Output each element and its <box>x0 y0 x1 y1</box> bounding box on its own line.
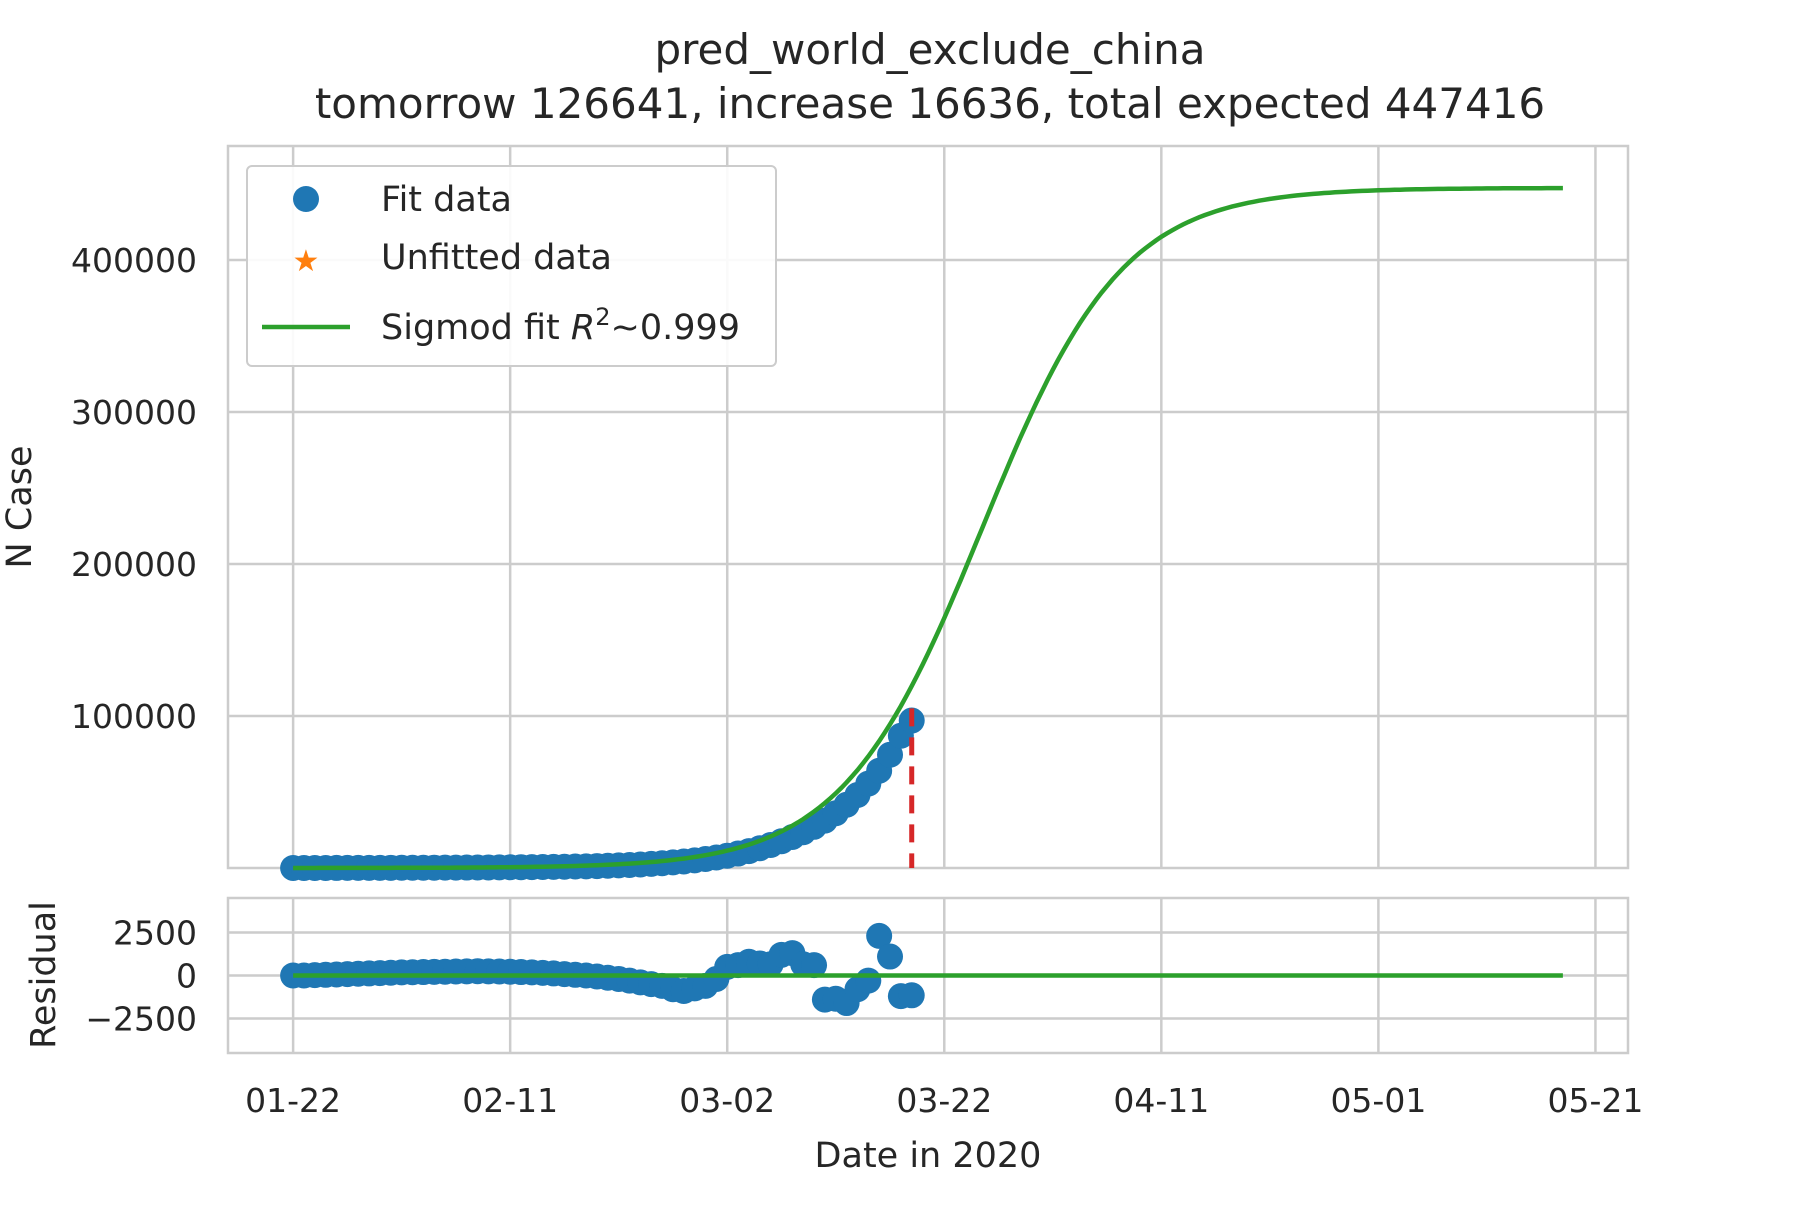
x-tick-label: 05-21 <box>1547 1081 1643 1120</box>
residual-point <box>866 922 893 949</box>
x-tick-label: 03-02 <box>679 1081 775 1120</box>
residual-point <box>855 967 882 994</box>
main-panel-frame <box>226 144 1630 870</box>
x-tick-label: 02-11 <box>462 1081 558 1120</box>
main-y-tick-labels: 100000 200000 300000 400000 <box>71 241 197 736</box>
sigmoid-fit-line <box>293 185 1563 871</box>
residual-panel-marks <box>280 922 1563 1017</box>
residual-point <box>877 943 904 970</box>
residual-y-tick-label: 2500 <box>113 913 197 952</box>
main-y-tick-label: 200000 <box>71 545 197 584</box>
x-tick-labels: 01-22 02-11 03-02 03-22 04-11 05-01 05-21 <box>245 1081 1643 1120</box>
x-tick-label: 03-22 <box>896 1081 992 1120</box>
chart-title: pred_world_exclude_china <box>655 25 1206 74</box>
x-tick-label: 04-11 <box>1113 1081 1209 1120</box>
legend-marker-unfitted-data: ★ <box>293 244 320 279</box>
fit-data-point <box>877 741 904 768</box>
legend-marker-fit-data <box>293 186 319 212</box>
legend-box <box>246 165 777 367</box>
chart-subtitle: tomorrow 126641, increase 16636, total e… <box>315 79 1545 128</box>
residual-point <box>801 952 828 979</box>
residual-y-tick-label: 0 <box>176 957 197 996</box>
x-tick-label: 01-22 <box>245 1081 341 1120</box>
main-panel-marks <box>280 185 1563 881</box>
residual-point <box>898 982 925 1009</box>
y-axis-label-residual: Residual <box>24 901 64 1049</box>
legend-label-fit-data: Fit data <box>381 180 512 220</box>
residual-panel-frame <box>226 896 1630 1055</box>
residual-y-tick-label: −2500 <box>85 1000 197 1039</box>
main-y-tick-label: 400000 <box>71 241 197 280</box>
y-axis-label-main: N Case <box>0 446 40 569</box>
legend-label-sigmoid-fit: Sigmod fit R2~0.999 <box>381 303 740 348</box>
main-y-tick-label: 100000 <box>71 697 197 736</box>
main-y-tick-label: 300000 <box>71 393 197 432</box>
x-tick-label: 05-01 <box>1330 1081 1426 1120</box>
legend-label-unfitted-data: Unfitted data <box>381 238 612 278</box>
x-axis-label: Date in 2020 <box>815 1136 1042 1176</box>
legend: Fit data ★ Unfitted data Sigmod fit R2~0… <box>246 165 777 367</box>
residual-y-tick-labels: −2500 0 2500 <box>85 913 197 1038</box>
